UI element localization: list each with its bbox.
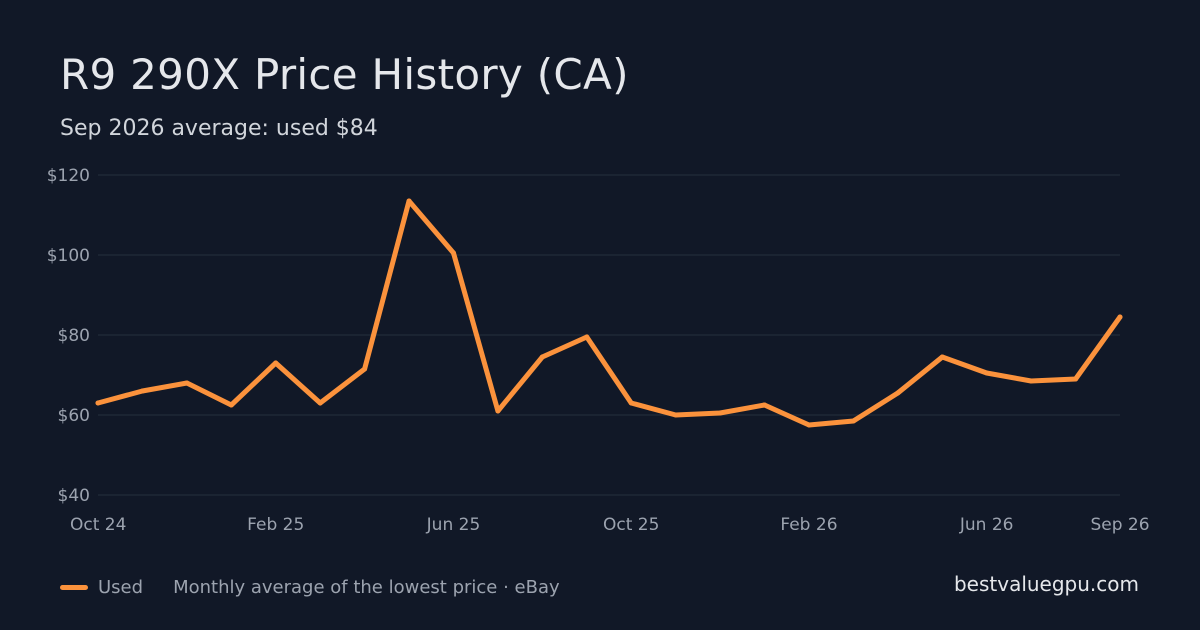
data-point[interactable]: [1073, 376, 1079, 382]
data-point[interactable]: [539, 354, 545, 360]
brand-link[interactable]: bestvaluegpu.com: [953, 572, 1139, 596]
data-point[interactable]: [717, 410, 723, 416]
data-point[interactable]: [495, 408, 501, 414]
y-tick-label: $80: [58, 326, 90, 346]
x-tick-label: Feb 26: [780, 515, 837, 535]
data-point[interactable]: [1028, 378, 1034, 384]
data-point[interactable]: [673, 412, 679, 418]
y-tick-label: $60: [58, 406, 90, 426]
data-point[interactable]: [228, 402, 234, 408]
series-line-used: [95, 198, 1123, 428]
chart-subtitle: Sep 2026 average: used $84: [60, 116, 378, 141]
chart-legend: Used Monthly average of the lowest price…: [60, 574, 560, 600]
x-tick-label: Jun 26: [959, 515, 1014, 535]
chart-title: R9 290X Price History (CA): [60, 50, 629, 99]
x-tick-label: Feb 25: [247, 515, 304, 535]
y-tick-label: $120: [47, 166, 90, 186]
data-point[interactable]: [628, 400, 634, 406]
y-tick-label: $40: [58, 486, 90, 506]
x-tick-label: Oct 24: [70, 515, 126, 535]
data-point[interactable]: [317, 400, 323, 406]
data-point[interactable]: [984, 370, 990, 376]
x-tick-label: Jun 25: [426, 515, 481, 535]
grid-lines: [98, 174, 1120, 496]
data-point[interactable]: [273, 360, 279, 366]
data-point[interactable]: [139, 388, 145, 394]
data-point[interactable]: [762, 402, 768, 408]
data-point[interactable]: [450, 250, 456, 256]
x-tick-label: Oct 25: [603, 515, 659, 535]
data-point[interactable]: [362, 366, 368, 372]
data-point[interactable]: [406, 198, 412, 204]
x-axis-ticks: Oct 24 Feb 25 Jun 25 Oct 25 Feb 26 Jun 26 Sep …: [70, 515, 1150, 535]
data-point[interactable]: [584, 334, 590, 340]
data-point[interactable]: [1117, 314, 1123, 320]
data-point[interactable]: [95, 400, 101, 406]
data-point[interactable]: [806, 422, 812, 428]
data-point[interactable]: [184, 380, 190, 386]
x-tick-label: Sep 26: [1090, 515, 1149, 535]
legend-label-used: Used: [98, 576, 144, 598]
y-tick-label: $100: [47, 246, 90, 266]
y-axis-ticks: $40 $60 $80 $100 $120: [47, 166, 90, 506]
data-point[interactable]: [895, 390, 901, 396]
data-point[interactable]: [850, 418, 856, 424]
legend-swatch-used: [60, 584, 88, 590]
data-point[interactable]: [939, 354, 945, 360]
series-layer: [95, 198, 1123, 428]
chart-footnote: Monthly average of the lowest price · eB…: [173, 576, 560, 598]
